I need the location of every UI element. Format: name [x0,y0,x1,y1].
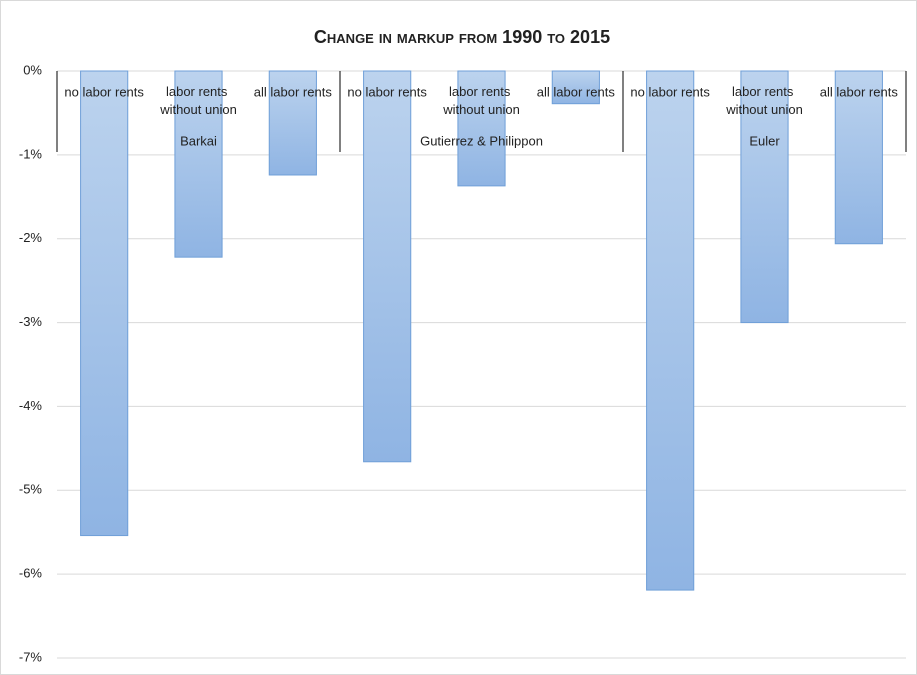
x-tick-label: labor rents without union [159,84,237,117]
group-label: Gutierrez & Philippon [420,133,543,148]
x-tick-label: no labor rents [64,84,144,99]
x-tick-label: no labor rents [630,84,710,99]
x-tick-label: labor rents without union [442,84,520,117]
bar [268,70,317,176]
y-tick-label: -2% [19,230,43,245]
y-tick-label: -7% [19,649,43,664]
x-tick-label: all labor rents [537,84,616,99]
y-tick-label: -4% [19,398,43,413]
group-label: Euler [749,133,780,148]
bar [80,70,129,537]
y-tick-label: -6% [19,566,43,581]
bar [551,70,600,105]
y-tick-label: -5% [19,482,43,497]
group-label: Barkai [180,133,217,148]
bar [363,70,412,463]
bar [740,70,789,324]
bar [174,70,223,258]
x-tick-label: no labor rents [347,84,427,99]
y-tick-label: -1% [19,146,43,161]
x-tick-label: all labor rents [254,84,333,99]
y-tick-label: 0% [23,62,42,77]
y-tick-label: -3% [19,314,43,329]
x-tick-label: all labor rents [820,84,899,99]
bar [646,70,695,591]
chart-title: Change in markup from 1990 to 2015 [314,27,610,47]
bar [457,70,506,187]
bar [834,70,883,245]
x-tick-label: labor rents without union [725,84,803,117]
